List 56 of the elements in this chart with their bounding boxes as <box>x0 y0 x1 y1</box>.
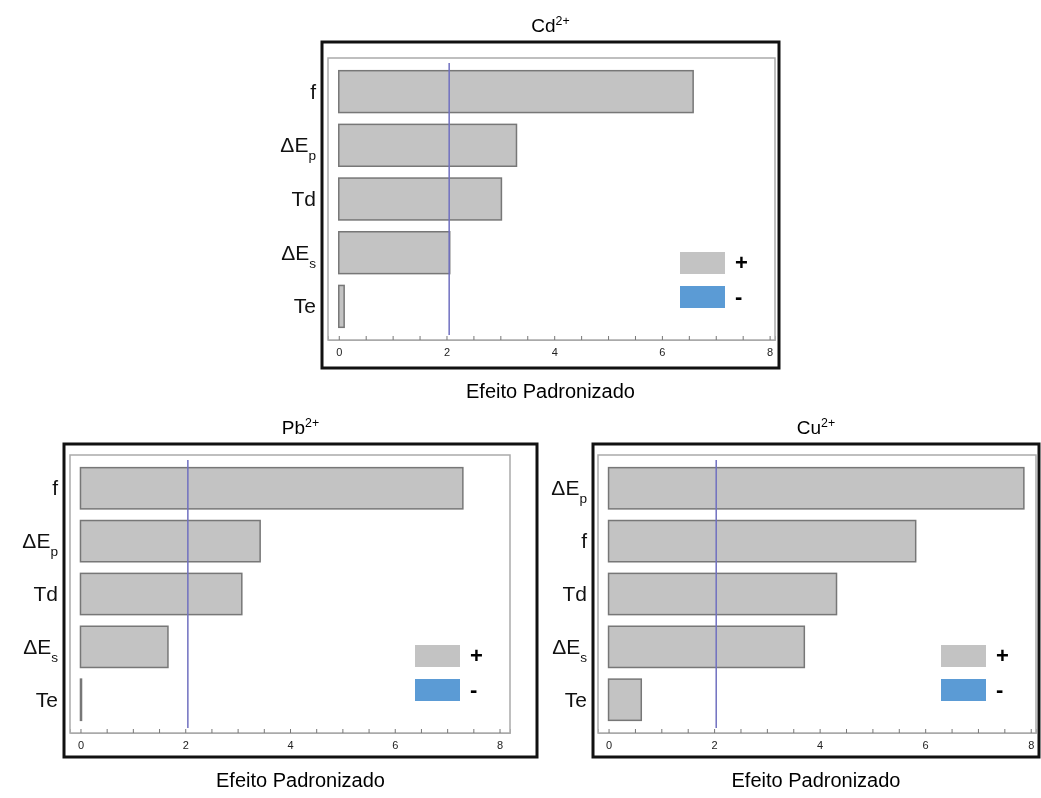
chart-title: Cd$^{2+}$ <box>531 14 570 36</box>
x-axis-title: Efeito Padronizado <box>215 769 386 791</box>
bar <box>607 519 917 563</box>
bar <box>607 678 643 722</box>
y-tick-label: ΔE$_{p}$ <box>22 529 59 559</box>
bar <box>338 231 451 275</box>
y-tick-label: Te <box>35 687 58 711</box>
y-tick-label: ΔE$_{p}$ <box>551 476 588 506</box>
y-tick-label: f <box>581 529 588 553</box>
x-tick-label: 0 <box>77 738 85 751</box>
x-axis-title: Efeito Padronizado <box>731 769 901 791</box>
x-tick-label: 4 <box>287 738 294 751</box>
x-tick-label: 8 <box>1028 738 1035 751</box>
legend-label: + <box>470 643 483 668</box>
legend-label: + <box>735 250 748 275</box>
bar <box>338 177 503 221</box>
bar <box>79 625 169 669</box>
x-tick-label: 6 <box>659 345 666 358</box>
x-tick-label: 2 <box>443 345 451 358</box>
y-tick-label: ΔE$_{s}$ <box>552 634 588 665</box>
x-axis-title: Efeito Padronizado <box>465 380 636 402</box>
x-tick-label: 4 <box>551 345 558 358</box>
bar <box>607 572 838 616</box>
bar <box>79 466 464 510</box>
y-tick-label: Te <box>564 687 587 711</box>
y-tick-label: f <box>310 79 317 103</box>
x-tick-label: 6 <box>922 738 929 751</box>
legend-label: - <box>470 677 478 702</box>
bar <box>79 519 261 563</box>
bar <box>79 572 243 616</box>
x-tick-label: 6 <box>392 738 399 751</box>
bar <box>607 466 1025 510</box>
bar <box>607 625 806 669</box>
y-tick-label: ΔE$_{p}$ <box>280 133 317 163</box>
y-tick-label: ΔE$_{s}$ <box>23 634 59 665</box>
x-tick-label: 2 <box>711 738 718 751</box>
y-tick-label: ΔE$_{s}$ <box>281 240 317 271</box>
legend-label: - <box>735 284 743 309</box>
x-tick-label: 8 <box>496 738 504 751</box>
x-tick-label: 4 <box>817 738 824 751</box>
bar <box>338 284 345 329</box>
bar <box>338 69 694 114</box>
x-tick-label: 2 <box>182 738 189 751</box>
y-tick-label: f <box>52 476 59 500</box>
y-tick-label: Td <box>33 582 58 605</box>
x-tick-label: 8 <box>767 345 774 358</box>
x-tick-label: 0 <box>605 738 613 751</box>
legend-label: - <box>996 677 1004 702</box>
y-tick-label: Td <box>562 582 587 605</box>
y-tick-label: Te <box>293 294 316 318</box>
bar <box>338 123 518 167</box>
chart-title: Pb$^{2+}$ <box>281 416 320 438</box>
chart-title: Cu$^{2+}$ <box>796 416 836 438</box>
x-tick-label: 0 <box>336 345 343 358</box>
legend-label: + <box>996 643 1009 668</box>
y-tick-label: Td <box>291 187 316 210</box>
